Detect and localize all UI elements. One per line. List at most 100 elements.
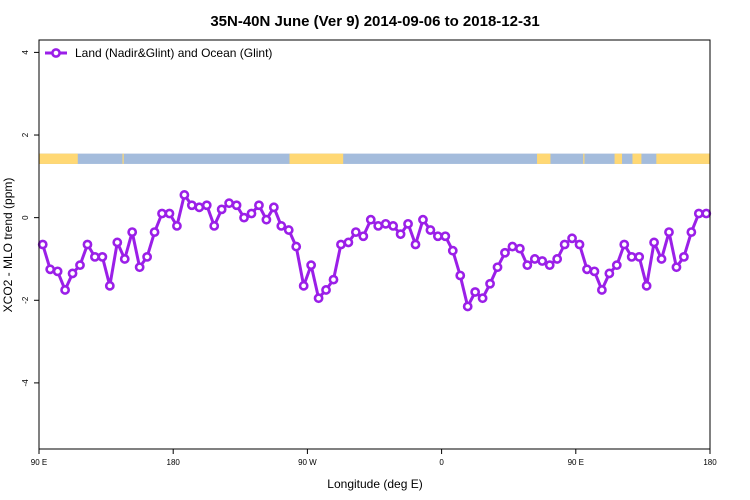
data-point xyxy=(529,254,540,264)
data-point xyxy=(306,260,317,271)
x-axis: 90 E 180 90 W 0 90 E 180 xyxy=(31,449,717,467)
data-point xyxy=(455,270,466,281)
land-segment xyxy=(614,153,623,164)
data-point xyxy=(201,200,212,211)
data-point xyxy=(589,266,600,277)
data-point xyxy=(283,225,294,235)
data-point xyxy=(97,251,108,262)
data-point xyxy=(596,285,607,295)
data-point xyxy=(268,202,279,213)
data-point xyxy=(45,264,56,275)
x-tick-label: 90 E xyxy=(31,458,47,467)
data-point xyxy=(328,274,339,285)
data-point xyxy=(552,254,563,264)
data-point xyxy=(671,262,682,273)
data-point xyxy=(209,221,220,231)
data-point xyxy=(380,218,391,229)
data-point xyxy=(336,239,346,250)
land-segment xyxy=(39,153,78,164)
data-point xyxy=(365,214,376,225)
data-point xyxy=(447,245,458,256)
data-point xyxy=(216,204,227,215)
data-point xyxy=(172,221,182,231)
data-point xyxy=(664,227,674,238)
y-tick-label: 4 xyxy=(21,50,30,55)
data-point xyxy=(261,214,272,225)
data-point xyxy=(686,227,697,238)
data-point xyxy=(514,243,525,254)
data-point xyxy=(119,254,130,264)
land-segment xyxy=(122,153,124,164)
data-point xyxy=(567,233,577,244)
data-point xyxy=(194,202,205,213)
data-point xyxy=(537,256,548,266)
data-point xyxy=(231,200,242,211)
data-point xyxy=(470,287,481,297)
data-point xyxy=(604,268,615,279)
data-point xyxy=(485,278,495,289)
land-segment xyxy=(632,153,642,164)
data-point xyxy=(626,251,637,262)
data-point xyxy=(358,231,369,242)
data-point xyxy=(574,239,585,250)
data-point xyxy=(60,285,70,295)
data-point xyxy=(418,214,428,225)
x-tick-label: 90 W xyxy=(298,458,317,467)
data-point xyxy=(410,239,421,250)
x-tick-label: 180 xyxy=(167,458,181,467)
data-point xyxy=(432,231,443,242)
data-point xyxy=(507,241,518,252)
data-point xyxy=(641,280,652,291)
land-segment xyxy=(289,153,344,164)
data-point xyxy=(395,229,406,240)
y-axis: 4 2 0 -2 -4 xyxy=(21,50,39,387)
data-point xyxy=(82,239,93,250)
data-point xyxy=(127,227,138,238)
data-point xyxy=(52,266,63,277)
y-tick-label: 2 xyxy=(21,132,30,137)
data-point xyxy=(611,260,622,271)
land-segment xyxy=(656,153,710,164)
data-point xyxy=(649,237,659,248)
y-tick-label: -4 xyxy=(21,379,30,387)
data-point xyxy=(388,221,399,231)
data-point xyxy=(104,280,115,291)
data-point xyxy=(37,239,48,250)
data-point xyxy=(477,293,488,304)
data-point xyxy=(276,221,287,231)
data-point xyxy=(701,208,712,219)
x-tick-label: 0 xyxy=(439,458,444,467)
plot-frame xyxy=(38,39,711,450)
data-point xyxy=(425,225,436,235)
data-point xyxy=(350,227,361,238)
data-point xyxy=(164,208,175,219)
data-point xyxy=(321,285,331,295)
data-point xyxy=(134,262,145,273)
y-axis-label: XCO2 - MLO trend (ppm) xyxy=(1,178,15,313)
data-point xyxy=(693,208,704,219)
land-ocean-band xyxy=(39,153,710,164)
data-point xyxy=(291,241,302,252)
data-point xyxy=(522,260,533,271)
x-tick-label: 180 xyxy=(703,458,717,467)
data-point xyxy=(239,212,249,223)
data-point xyxy=(343,237,354,248)
data-point xyxy=(157,208,167,219)
data-point xyxy=(403,218,413,229)
chart-title: 35N-40N June (Ver 9) 2014-09-06 to 2018-… xyxy=(210,13,539,30)
data-point xyxy=(142,251,153,262)
data-point xyxy=(298,280,309,291)
series-layer xyxy=(37,190,712,312)
x-tick-label: 90 E xyxy=(568,458,584,467)
data-point xyxy=(246,208,257,219)
data-point xyxy=(679,251,689,262)
data-point xyxy=(90,251,100,262)
data-point xyxy=(313,293,324,304)
data-point xyxy=(544,260,555,271)
y-tick-label: -2 xyxy=(21,296,30,304)
land-segment xyxy=(583,153,585,164)
data-point xyxy=(440,231,451,242)
data-point xyxy=(500,247,510,258)
data-point xyxy=(634,251,645,262)
